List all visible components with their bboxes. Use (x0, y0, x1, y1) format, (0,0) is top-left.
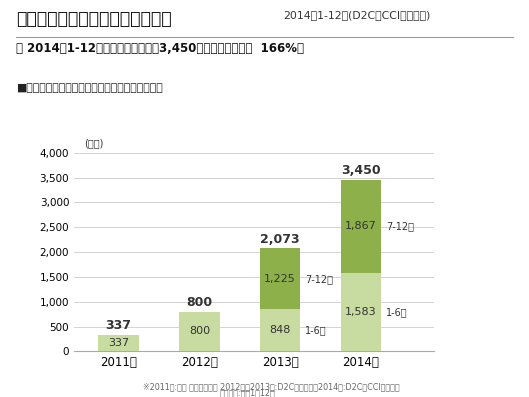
Text: 337: 337 (105, 319, 132, 332)
Text: 2,073: 2,073 (260, 233, 300, 246)
Text: 対象期間:各年1～12月: 対象期間:各年1～12月 (220, 388, 275, 397)
Text: 3,450: 3,450 (341, 164, 381, 177)
Bar (341, 180, 381, 273)
Text: ■スマートフォン広告市場規模（推計値）の推移: ■スマートフォン広告市場規模（推計値）の推移 (16, 83, 162, 93)
Text: 1,867: 1,867 (345, 222, 377, 231)
Text: 2014年1-12月(D2C・CCI独自推計): 2014年1-12月(D2C・CCI独自推計) (283, 10, 431, 20)
Bar (260, 309, 300, 351)
Bar (179, 312, 220, 351)
Bar (260, 249, 300, 309)
Text: 1-6月: 1-6月 (305, 325, 327, 335)
Text: 800: 800 (186, 296, 213, 309)
Text: (億円): (億円) (85, 138, 104, 148)
Bar (98, 335, 139, 351)
Text: 1-6月: 1-6月 (386, 307, 408, 317)
Text: ※2011年:電通 日本の広告費 2012年、2013年:D2C独自推計、2014年:D2C・CCI独自推計: ※2011年:電通 日本の広告費 2012年、2013年:D2C独自推計、201… (143, 383, 399, 392)
Text: 848: 848 (269, 325, 291, 335)
Text: 1,225: 1,225 (264, 274, 296, 284)
Text: 800: 800 (189, 326, 210, 337)
Text: 7-12月: 7-12月 (386, 222, 414, 231)
Text: 7-12月: 7-12月 (305, 274, 333, 284)
Text: スマートフォン広告市場規模推計: スマートフォン広告市場規模推計 (16, 10, 171, 28)
Text: 337: 337 (108, 338, 129, 348)
Text: 1,583: 1,583 (345, 307, 377, 317)
Bar (341, 273, 381, 351)
Text: ・ 2014年1-12月の市場規模全体：3,450億円（前年同期比  166%）: ・ 2014年1-12月の市場規模全体：3,450億円（前年同期比 166%） (16, 42, 304, 55)
